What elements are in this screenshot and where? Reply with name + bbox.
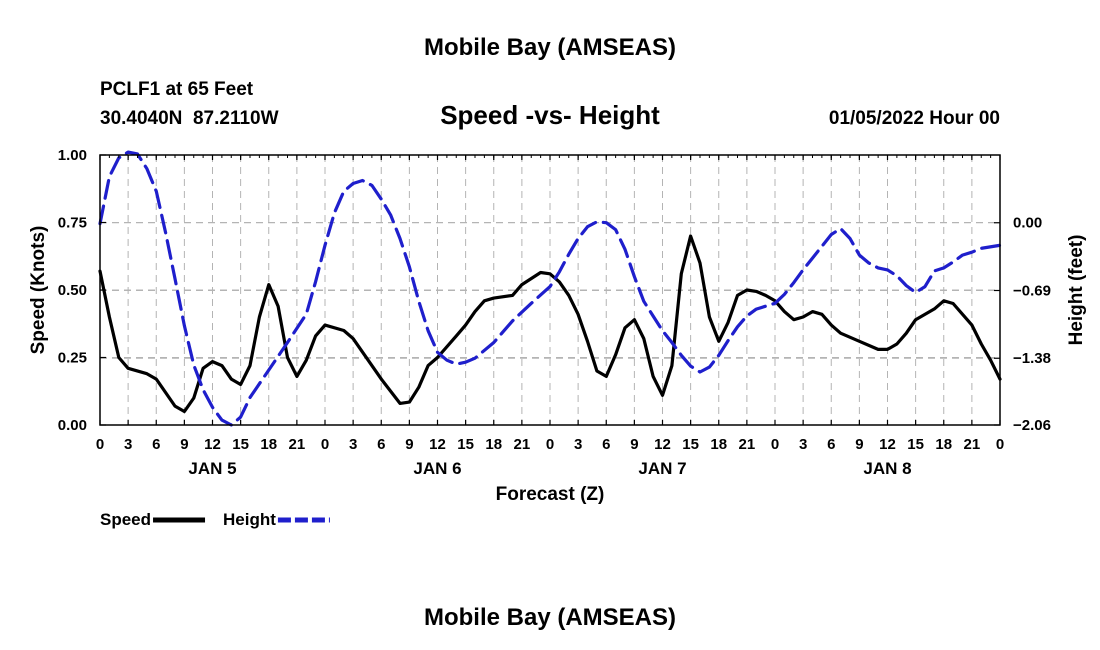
x-tick-label: 3 <box>574 436 582 453</box>
x-tick-label: 6 <box>377 436 385 453</box>
legend-label-speed: Speed <box>100 510 151 529</box>
x-tick-label: 9 <box>855 436 863 453</box>
x-tick-label: 18 <box>935 436 952 453</box>
y2-tick-label: 0.00 <box>1013 215 1042 232</box>
day-label: JAN 5 <box>188 459 236 478</box>
x-tick-label: 9 <box>180 436 188 453</box>
x-tick-label: 9 <box>630 436 638 453</box>
x-tick-label: 0 <box>996 436 1004 453</box>
x-tick-label: 6 <box>152 436 160 453</box>
x-tick-label: 18 <box>710 436 727 453</box>
x-tick-label: 21 <box>514 436 531 453</box>
day-label: JAN 7 <box>638 459 686 478</box>
y2-tick-label: −0.69 <box>1013 282 1051 299</box>
x-tick-label: 15 <box>457 436 474 453</box>
axes: 0 3 6 9 12 15 18 21 0 3 6 9 12 15 18 21 0 3 6 9 12 15 18 21 0 3 6 9… <box>58 147 1051 478</box>
chart-title: Speed -vs- Height <box>440 100 660 130</box>
x-tick-label: 0 <box>321 436 329 453</box>
datetime-label: 01/05/2022 Hour 00 <box>829 108 1000 129</box>
x-tick-label: 21 <box>964 436 981 453</box>
x-tick-label: 9 <box>405 436 413 453</box>
series-line-speed <box>98 234 1002 414</box>
station-label: PCLF1 at 65 Feet <box>100 79 254 100</box>
series-line-height <box>98 150 1002 427</box>
legend-label-height: Height <box>223 510 276 529</box>
y-axis-label: Speed (Knots) <box>28 226 49 355</box>
x-tick-label: 18 <box>260 436 277 453</box>
x-tick-label: 0 <box>546 436 554 453</box>
x-tick-label: 12 <box>429 436 446 453</box>
y-tick-label: 0.50 <box>58 282 87 299</box>
y2-tick-label: −2.06 <box>1013 417 1051 434</box>
x-tick-label: 12 <box>654 436 671 453</box>
y2-axis-label: Height (feet) <box>1066 235 1087 346</box>
x-axis-label: Forecast (Z) <box>496 484 605 505</box>
coords-label: 30.4040N 87.2110W <box>100 108 279 129</box>
day-label: JAN 8 <box>863 459 911 478</box>
x-tick-label: 3 <box>349 436 357 453</box>
day-label: JAN 6 <box>413 459 461 478</box>
x-tick-label: 18 <box>485 436 502 453</box>
y-tick-label: 0.75 <box>58 215 87 232</box>
x-tick-label: 15 <box>232 436 249 453</box>
y2-tick-label: −1.38 <box>1013 350 1051 367</box>
x-tick-label: 6 <box>827 436 835 453</box>
y-tick-label: 0.00 <box>58 417 87 434</box>
x-tick-label: 6 <box>602 436 610 453</box>
legend: Speed Height <box>100 510 330 529</box>
main-title: Mobile Bay (AMSEAS) <box>424 34 676 61</box>
x-tick-label: 3 <box>124 436 132 453</box>
footer-title: Mobile Bay (AMSEAS) <box>424 604 676 631</box>
x-tick-label: 15 <box>682 436 699 453</box>
y-tick-label: 0.25 <box>58 350 87 367</box>
x-tick-label: 12 <box>879 436 896 453</box>
y-tick-label: 1.00 <box>58 147 87 164</box>
x-tick-label: 0 <box>96 436 104 453</box>
x-tick-label: 21 <box>289 436 306 453</box>
grid-lines <box>100 155 1000 426</box>
x-tick-label: 0 <box>771 436 779 453</box>
x-tick-label: 3 <box>799 436 807 453</box>
x-tick-label: 15 <box>907 436 924 453</box>
plot-series <box>98 150 1002 427</box>
x-tick-label: 21 <box>739 436 756 453</box>
x-tick-label: 12 <box>204 436 221 453</box>
